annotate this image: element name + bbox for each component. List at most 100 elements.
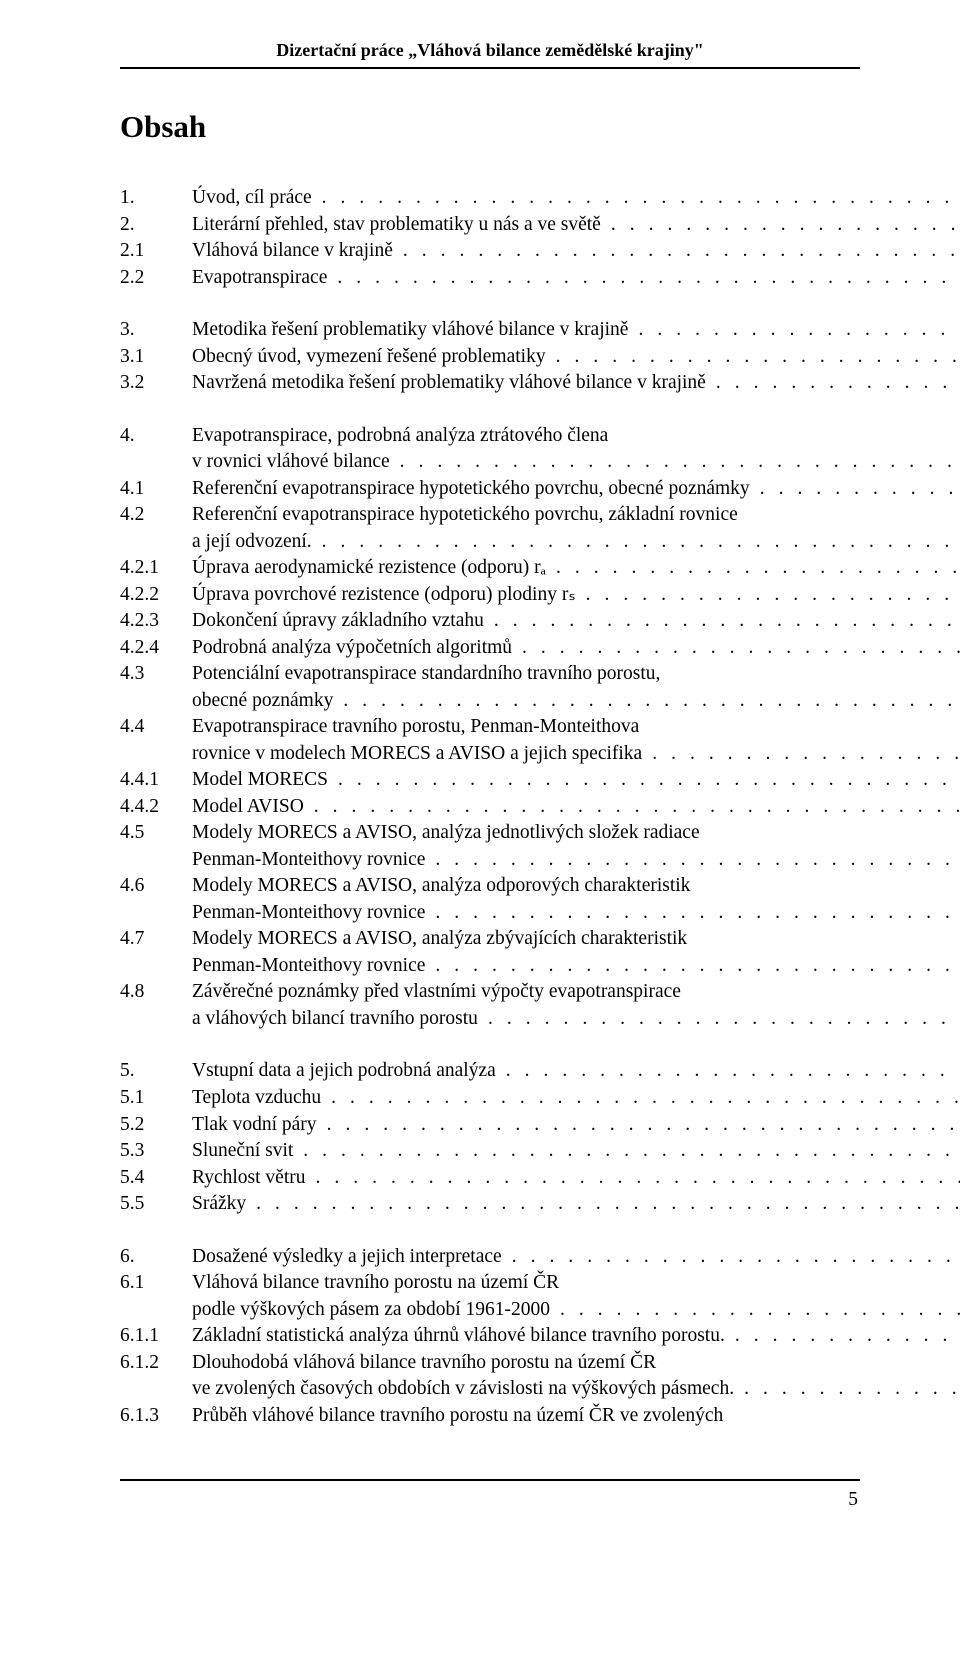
toc-row: Penman-Monteithovy rovnice..............… <box>120 900 860 927</box>
toc-row: a její odvození.........................… <box>120 529 860 556</box>
toc-title: Evapotranspirace <box>192 265 327 292</box>
toc-leader-dots: ........................................… <box>601 212 960 239</box>
toc-title: Vláhová bilance v krajině <box>192 238 393 265</box>
toc-text: Penman-Monteithovy rovnice..............… <box>192 953 960 980</box>
toc-title: Metodika řešení problematiky vláhové bil… <box>192 317 628 344</box>
toc-row: 4.6Modely MORECS a AVISO, analýza odporo… <box>120 873 860 900</box>
toc-row: Penman-Monteithovy rovnice..............… <box>120 953 860 980</box>
toc-number: 5.3 <box>120 1138 192 1165</box>
toc-text: v rovnici vláhové bilance...............… <box>192 449 960 476</box>
toc-group: 4.Evapotranspirace, podrobná analýza ztr… <box>120 423 860 1033</box>
toc-text: Podrobná analýza výpočetních algoritmů..… <box>192 635 960 662</box>
toc-leader-dots: ........................................… <box>425 953 960 980</box>
toc-text: Penman-Monteithovy rovnice..............… <box>192 900 960 927</box>
toc-row: 4.2.2Úprava povrchové rezistence (odporu… <box>120 582 860 609</box>
toc-row: 6.1.1Základní statistická analýza úhrnů … <box>120 1323 860 1350</box>
toc-row: 4.4.1Model MORECS.......................… <box>120 767 860 794</box>
toc-title: Rychlost větru <box>192 1165 306 1192</box>
toc-text: Tlak vodní páry.........................… <box>192 1112 960 1139</box>
toc-title: a vláhových bilancí travního porostu <box>192 1006 478 1033</box>
toc-title: Vláhová bilance travního porostu na územ… <box>192 1272 559 1293</box>
toc-title: Penman-Monteithovy rovnice <box>192 900 425 927</box>
toc-leader-dots: ........................................… <box>246 1191 960 1218</box>
toc-row: 5.Vstupní data a jejich podrobná analýza… <box>120 1058 860 1085</box>
page-heading: Obsah <box>120 109 860 145</box>
toc-text: Metodika řešení problematiky vláhové bil… <box>192 317 960 344</box>
toc-title: Vstupní data a jejich podrobná analýza <box>192 1058 496 1085</box>
toc-number: 5.4 <box>120 1165 192 1192</box>
toc-text: Modely MORECS a AVISO, analýza odporovýc… <box>192 873 860 900</box>
toc-row: 4.1Referenční evapotranspirace hypotetic… <box>120 476 860 503</box>
toc-row: a vláhových bilancí travního porostu....… <box>120 1006 860 1033</box>
toc-text: a její odvození.........................… <box>192 529 960 556</box>
toc-title: Podrobná analýza výpočetních algoritmů <box>192 635 512 662</box>
running-header: Dizertační práce „Vláhová bilance zemědě… <box>120 40 860 61</box>
toc-number: 1. <box>120 185 192 212</box>
toc-title: Referenční evapotranspirace hypotetickéh… <box>192 476 750 503</box>
toc-row: 4.4.2Model AVISO........................… <box>120 794 860 821</box>
toc-title: Průběh vláhové bilance travního porostu … <box>192 1405 723 1426</box>
toc-number: 4.4.2 <box>120 794 192 821</box>
toc-leader-dots: ........................................… <box>484 608 960 635</box>
toc-number: 4.2.3 <box>120 608 192 635</box>
toc-leader-dots: ........................................… <box>425 847 960 874</box>
toc-title: Literární přehled, stav problematiky u n… <box>192 212 601 239</box>
toc-title: Penman-Monteithovy rovnice <box>192 847 425 874</box>
toc-text: Základní statistická analýza úhrnů vláho… <box>192 1323 960 1350</box>
toc-leader-dots: ........................................… <box>327 265 960 292</box>
toc-row: 4.2Referenční evapotranspirace hypotetic… <box>120 502 860 529</box>
toc-row: 4.2.1Úprava aerodynamické rezistence (od… <box>120 555 860 582</box>
toc-text: Vláhová bilance v krajině...............… <box>192 238 960 265</box>
page-number: 5 <box>120 1489 860 1511</box>
toc-row: 4.5Modely MORECS a AVISO, analýza jednot… <box>120 820 860 847</box>
toc-text: Model MORECS............................… <box>192 767 960 794</box>
toc-text: Evapotranspirace, podrobná analýza ztrát… <box>192 423 860 450</box>
toc-title: Sluneční svit <box>192 1138 293 1165</box>
toc-group: 6.Dosažené výsledky a jejich interpretac… <box>120 1244 860 1430</box>
toc-leader-dots: ........................................… <box>333 688 960 715</box>
toc-leader-dots: ........................................… <box>312 529 960 556</box>
toc-number: 4.4 <box>120 714 192 741</box>
toc-row: 3.2Navržená metodika řešení problematiky… <box>120 370 860 397</box>
toc-row: 4.3Potenciální evapotranspirace standard… <box>120 661 860 688</box>
toc-row: 4.Evapotranspirace, podrobná analýza ztr… <box>120 423 860 450</box>
toc-row: 4.4Evapotranspirace travního porostu, Pe… <box>120 714 860 741</box>
toc-title: Dokončení úpravy základního vztahu <box>192 608 484 635</box>
toc-row: 6.1.3Průběh vláhové bilance travního por… <box>120 1403 860 1430</box>
toc-title: Dosažené výsledky a jejich interpretace <box>192 1244 502 1271</box>
toc-row: 4.2.4Podrobná analýza výpočetních algori… <box>120 635 860 662</box>
toc-title: Základní statistická analýza úhrnů vláho… <box>192 1323 725 1350</box>
toc-leader-dots: ........................................… <box>317 1112 960 1139</box>
toc-number: 6.1 <box>120 1270 192 1297</box>
toc-number: 4.7 <box>120 926 192 953</box>
toc-text: Evapotranspirace........................… <box>192 265 960 292</box>
toc-leader-dots: ........................................… <box>304 794 960 821</box>
toc-group: 5.Vstupní data a jejich podrobná analýza… <box>120 1058 860 1217</box>
toc-leader-dots: ........................................… <box>393 238 960 265</box>
toc-title: Referenční evapotranspirace hypotetickéh… <box>192 504 738 525</box>
toc-title: Dlouhodobá vláhová bilance travního poro… <box>192 1352 656 1373</box>
toc-number: 2. <box>120 212 192 239</box>
toc-row: 4.2.3Dokončení úpravy základního vztahu.… <box>120 608 860 635</box>
toc-title: obecné poznámky <box>192 688 333 715</box>
toc-number: 4.3 <box>120 661 192 688</box>
toc-number: 3. <box>120 317 192 344</box>
toc-text: Sluneční svit...........................… <box>192 1138 960 1165</box>
toc-leader-dots: ........................................… <box>478 1006 960 1033</box>
toc-row: 6.1.2Dlouhodobá vláhová bilance travního… <box>120 1350 860 1377</box>
toc-text: Úvod, cíl práce.........................… <box>192 185 960 212</box>
toc-row: podle výškových pásem za období 1961-200… <box>120 1297 860 1324</box>
toc-text: Průběh vláhové bilance travního porostu … <box>192 1403 860 1430</box>
toc-row: ve zvolených časových obdobích v závislo… <box>120 1376 860 1403</box>
toc-title: rovnice v modelech MORECS a AVISO a jeji… <box>192 741 642 768</box>
toc-number: 6.1.2 <box>120 1350 192 1377</box>
toc-text: Srážky..................................… <box>192 1191 960 1218</box>
toc-text: a vláhových bilancí travního porostu....… <box>192 1006 960 1033</box>
toc-row: 5.1Teplota vzduchu......................… <box>120 1085 860 1112</box>
header-rule <box>120 67 860 69</box>
toc-leader-dots: ........................................… <box>576 582 960 609</box>
toc-text: rovnice v modelech MORECS a AVISO a jeji… <box>192 741 960 768</box>
toc-leader-dots: ........................................… <box>425 900 960 927</box>
toc-text: Modely MORECS a AVISO, analýza zbývající… <box>192 926 860 953</box>
toc-text: Závěrečné poznámky před vlastními výpočt… <box>192 979 860 1006</box>
